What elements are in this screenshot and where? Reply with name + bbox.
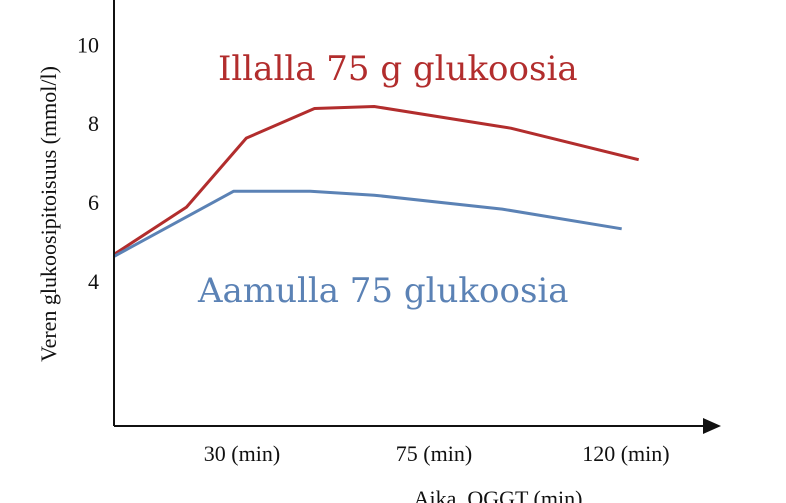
series-label-illalla: Illalla 75 g glukoosia	[218, 49, 578, 89]
x-axis-arrowhead	[703, 418, 721, 434]
x-tick-label: 75 (min)	[396, 441, 472, 466]
y-tick-label: 8	[88, 111, 99, 136]
series-line-illalla	[113, 105, 640, 256]
x-tick-labels: 30 (min) 75 (min) 120 (min)	[204, 441, 670, 466]
x-tick-label: 30 (min)	[204, 441, 280, 466]
series-label-aamulla: Aamulla 75 glukoosia	[197, 271, 569, 311]
y-tick-label: 4	[88, 269, 99, 294]
series-lines	[113, 105, 640, 258]
y-tick-label: 10	[77, 32, 99, 57]
y-tick-label: 6	[88, 190, 99, 215]
x-axis-label: Aika, OGGT (min)	[414, 486, 583, 503]
y-axis-label: Veren glukoosipitoisuus (mmol/l)	[36, 66, 61, 362]
y-tick-labels: 4 6 8 10	[77, 32, 99, 294]
x-tick-label: 120 (min)	[582, 441, 669, 466]
series-line-aamulla	[113, 189, 622, 258]
